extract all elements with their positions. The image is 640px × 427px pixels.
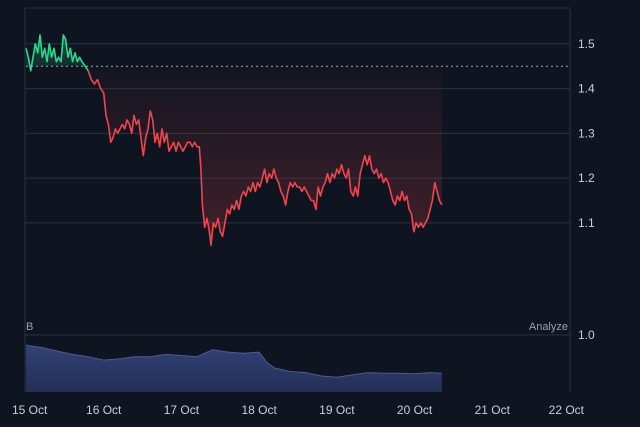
price-line xyxy=(25,34,570,246)
x-tick-label: 15 Oct xyxy=(12,403,48,417)
x-tick-label: 20 Oct xyxy=(397,403,433,417)
y-tick-label: 1.5 xyxy=(578,37,595,51)
grid-lines xyxy=(24,7,571,392)
x-tick-label: 17 Oct xyxy=(164,403,200,417)
volume-line xyxy=(25,344,442,378)
y-tick-label: 1.2 xyxy=(578,171,595,185)
down-area-fill xyxy=(88,66,442,246)
up-series-line xyxy=(25,34,89,72)
volume-area xyxy=(25,344,442,392)
y-tick-label: 1.1 xyxy=(578,216,595,230)
x-tick-label: 21 Oct xyxy=(475,403,511,417)
up-area-fill xyxy=(26,34,89,71)
x-tick-label: 18 Oct xyxy=(241,403,277,417)
analyze-label[interactable]: Analyze xyxy=(529,321,568,333)
y-tick-label: 1.3 xyxy=(578,126,595,140)
y-tick-label: 1.4 xyxy=(578,82,595,96)
price-area xyxy=(26,34,442,246)
x-tick-label: 22 Oct xyxy=(549,403,585,417)
volume-fill xyxy=(26,345,442,392)
x-tick-label: 19 Oct xyxy=(319,403,355,417)
y-tick-label: 1.0 xyxy=(578,328,595,342)
down-series-line xyxy=(87,70,443,246)
x-tick-label: 16 Oct xyxy=(86,403,122,417)
axis-ticks: 1.5 1.4 1.3 1.2 1.1 1.0 15 Oct 16 Oct 17 Oct 18 O… xyxy=(12,37,595,417)
volume-label: B xyxy=(26,321,33,333)
